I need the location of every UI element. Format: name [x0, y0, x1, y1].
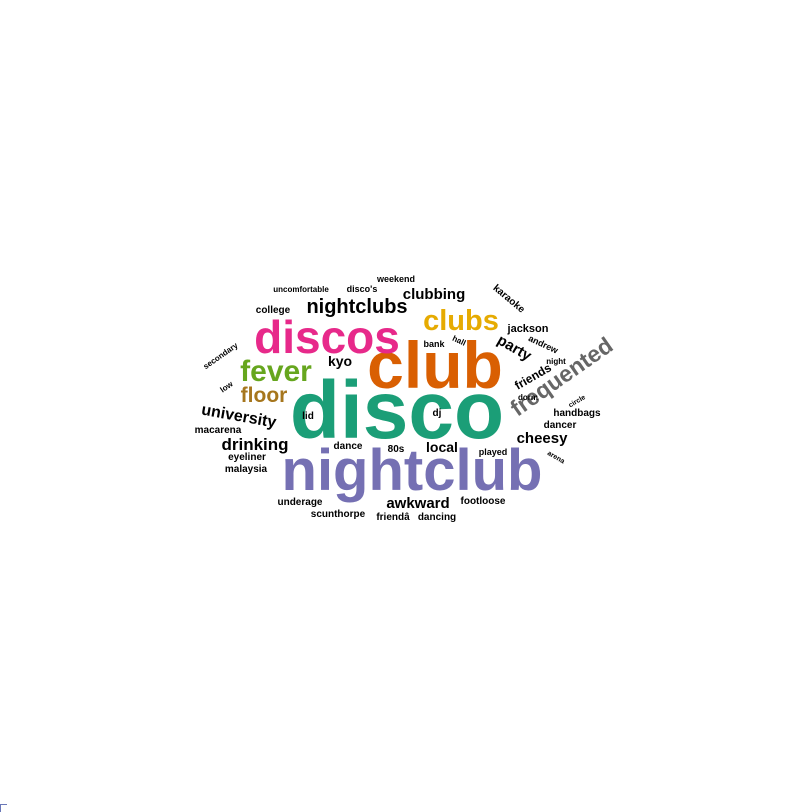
word-jackson: jackson: [507, 323, 549, 335]
word-disco: disco: [290, 365, 504, 456]
word-cheesy: cheesy: [517, 430, 569, 447]
word-dancer: dancer: [544, 420, 577, 431]
word-bank: bank: [423, 339, 445, 349]
word-dorm: dorm: [518, 393, 538, 402]
word-malaysia: malaysia: [225, 464, 268, 475]
word-floor: floor: [241, 384, 288, 407]
word-lid: lid: [302, 411, 314, 422]
word-night: night: [546, 357, 566, 366]
word-dancing: dancing: [418, 512, 456, 523]
word-nightclubs: nightclubs: [306, 296, 407, 318]
corner-bracket-icon: [0, 804, 7, 812]
word-college: college: [256, 305, 291, 316]
word-discos: discos: [254, 311, 400, 363]
word-fever: fever: [240, 355, 312, 388]
word-handbags: handbags: [553, 408, 601, 419]
word-underage: underage: [277, 497, 322, 508]
word-dj: dj: [433, 408, 442, 419]
word-played: played: [479, 447, 508, 457]
word-clubbing: clubbing: [403, 286, 466, 303]
word-80s: 80s: [388, 444, 405, 455]
word-eyeliner: eyeliner: [228, 452, 266, 463]
word-weekend: weekend: [376, 274, 415, 284]
word-macarena: macarena: [195, 425, 242, 436]
word-club: club: [367, 328, 503, 402]
word-dance: dance: [334, 441, 363, 452]
word-drinking: drinking: [221, 435, 288, 454]
word-low: low: [219, 379, 236, 394]
word-kyo: kyo: [328, 353, 352, 369]
word-clubs: clubs: [423, 305, 499, 337]
word-awkward: awkward: [386, 495, 449, 512]
word-discos-apostrophe: disco's: [347, 284, 378, 294]
word-arena: arena: [546, 450, 566, 465]
word-nightclub: nightclub: [282, 438, 543, 503]
word-uncomfortable: uncomfortable: [273, 285, 329, 294]
word-frienda: friendâ: [376, 512, 410, 523]
word-footloose: footloose: [461, 496, 506, 507]
word-scunthorpe: scunthorpe: [311, 509, 366, 520]
word-secondary: secondary: [202, 340, 240, 371]
word-local: local: [426, 439, 458, 455]
